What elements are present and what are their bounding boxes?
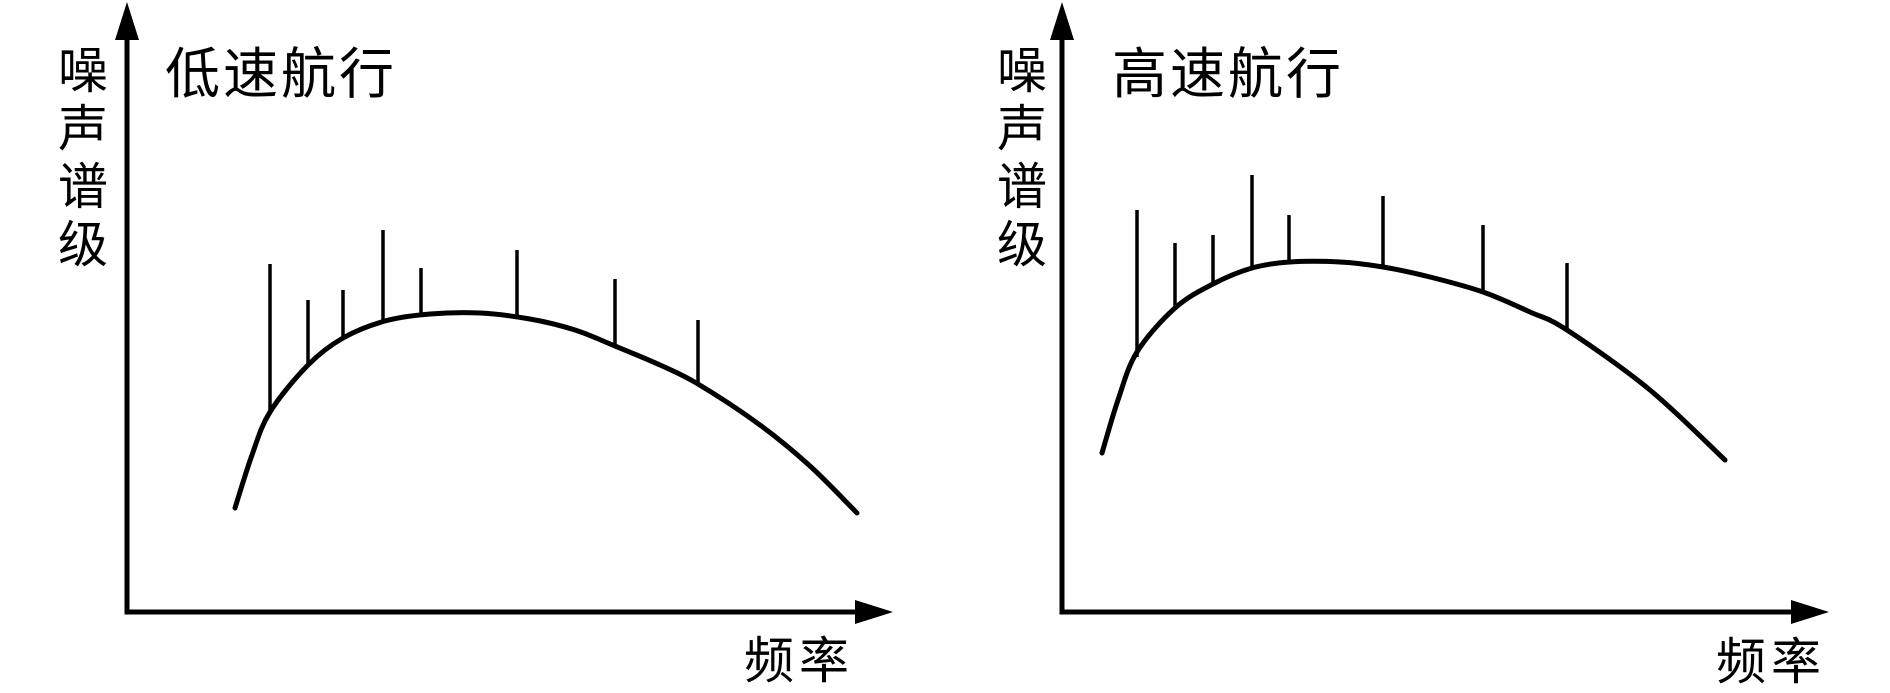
high-speed-plot — [1050, 2, 1829, 624]
high-speed-y-axis-label: 噪声谱级 — [990, 44, 1046, 276]
high-speed-x-axis-label: 频率 — [1716, 634, 1826, 690]
low-speed-y-axis-label: 噪声谱级 — [51, 44, 107, 276]
high-speed-chart-title: 高速航行 — [1112, 44, 1345, 105]
low-speed-continuous-spectrum-curve — [232, 310, 860, 516]
high-speed-continuous-spectrum-curve — [1099, 258, 1728, 463]
low-speed-x-axis-label: 频率 — [744, 633, 854, 689]
low-speed-plot — [115, 2, 893, 624]
low-speed-chart-title: 低速航行 — [165, 44, 398, 105]
